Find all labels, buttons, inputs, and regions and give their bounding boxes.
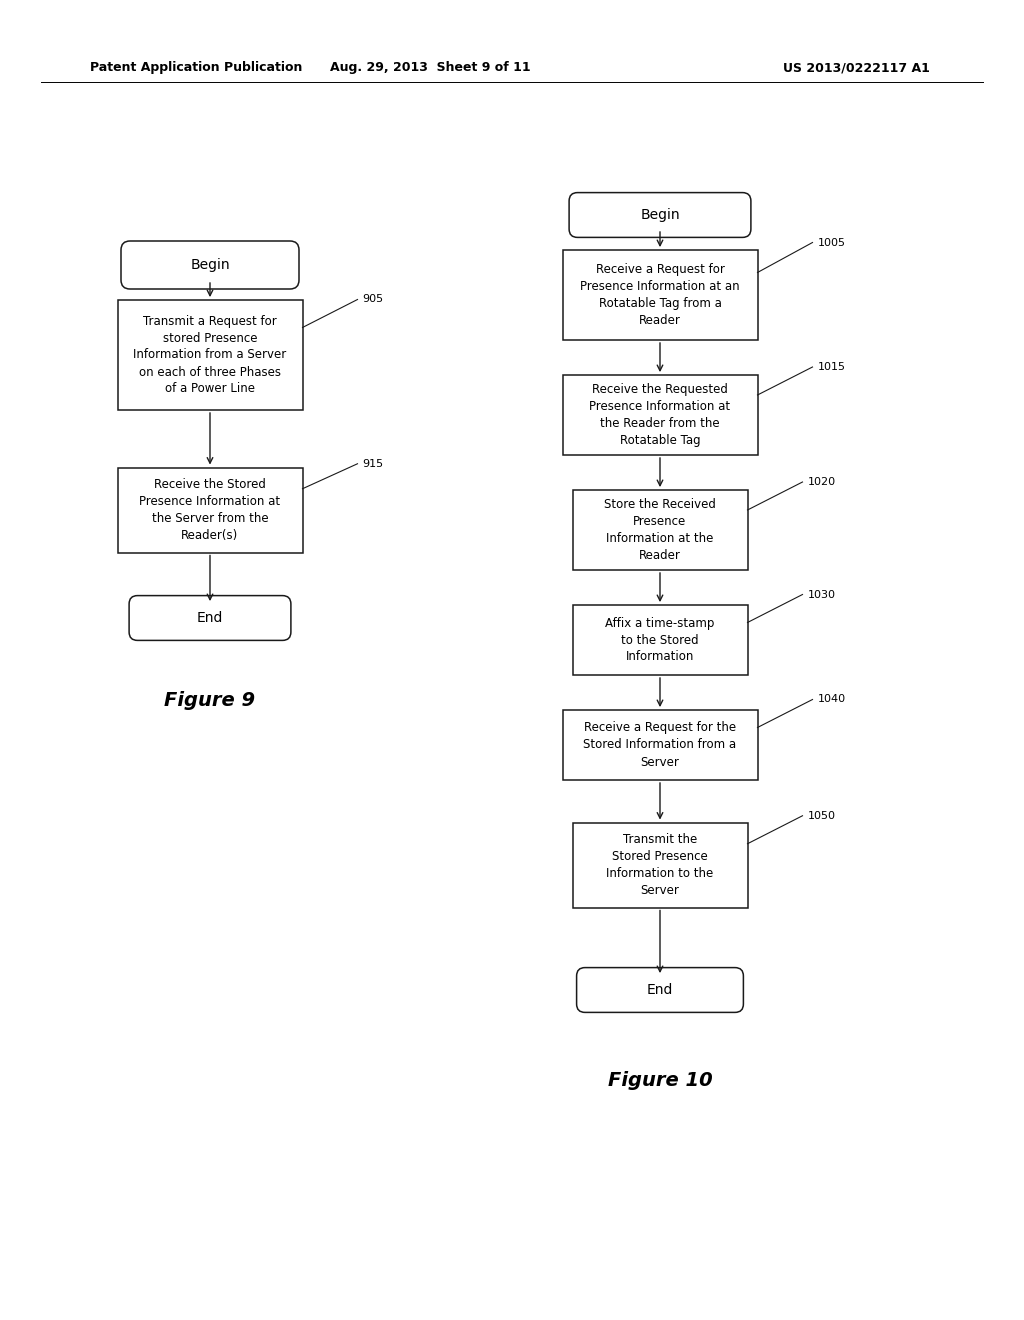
FancyBboxPatch shape xyxy=(577,968,743,1012)
Text: Aug. 29, 2013  Sheet 9 of 11: Aug. 29, 2013 Sheet 9 of 11 xyxy=(330,62,530,74)
Text: 1005: 1005 xyxy=(817,238,846,248)
Text: US 2013/0222117 A1: US 2013/0222117 A1 xyxy=(783,62,930,74)
FancyBboxPatch shape xyxy=(129,595,291,640)
Text: Figure 10: Figure 10 xyxy=(607,1071,713,1089)
Bar xyxy=(562,710,758,780)
Text: 1030: 1030 xyxy=(808,590,836,599)
Text: Receive a Request for the
Stored Information from a
Server: Receive a Request for the Stored Informa… xyxy=(584,722,736,768)
Text: Begin: Begin xyxy=(190,257,229,272)
FancyBboxPatch shape xyxy=(569,193,751,238)
Text: 1020: 1020 xyxy=(808,477,836,487)
Text: Figure 9: Figure 9 xyxy=(165,690,256,710)
Bar xyxy=(118,300,302,411)
Text: Receive the Stored
Presence Information at
the Server from the
Reader(s): Receive the Stored Presence Information … xyxy=(139,478,281,543)
Text: Begin: Begin xyxy=(640,209,680,222)
Text: 1050: 1050 xyxy=(808,810,836,821)
Text: Transmit the
Stored Presence
Information to the
Server: Transmit the Stored Presence Information… xyxy=(606,833,714,898)
Bar xyxy=(572,490,748,570)
Bar xyxy=(562,249,758,341)
Text: End: End xyxy=(197,611,223,624)
Text: 1015: 1015 xyxy=(817,362,846,372)
Text: 915: 915 xyxy=(362,459,384,469)
Text: Receive a Request for
Presence Information at an
Rotatable Tag from a
Reader: Receive a Request for Presence Informati… xyxy=(581,263,739,327)
Text: Patent Application Publication: Patent Application Publication xyxy=(90,62,302,74)
Bar xyxy=(572,822,748,908)
Text: Affix a time-stamp
to the Stored
Information: Affix a time-stamp to the Stored Informa… xyxy=(605,616,715,664)
FancyBboxPatch shape xyxy=(121,242,299,289)
Text: Receive the Requested
Presence Information at
the Reader from the
Rotatable Tag: Receive the Requested Presence Informati… xyxy=(590,383,730,447)
Text: 1040: 1040 xyxy=(817,694,846,705)
Bar xyxy=(118,467,302,553)
Text: Transmit a Request for
stored Presence
Information from a Server
on each of thre: Transmit a Request for stored Presence I… xyxy=(133,314,287,396)
Text: Store the Received
Presence
Information at the
Reader: Store the Received Presence Information … xyxy=(604,498,716,562)
Bar xyxy=(562,375,758,455)
Text: End: End xyxy=(647,983,673,997)
Bar xyxy=(572,605,748,675)
Text: 905: 905 xyxy=(362,294,384,305)
